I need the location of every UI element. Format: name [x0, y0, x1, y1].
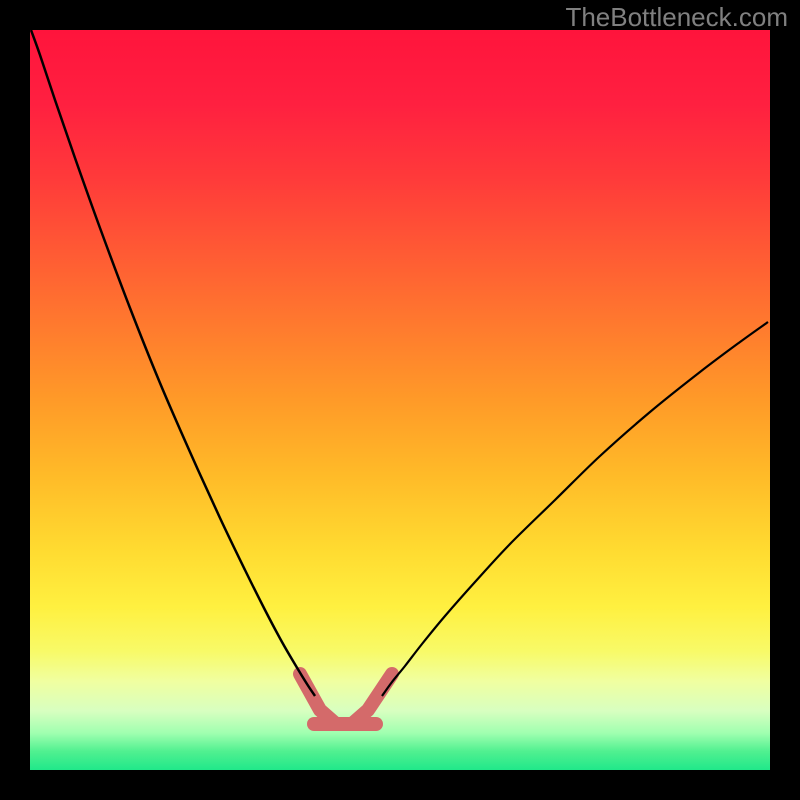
border-right [770, 0, 800, 800]
right-curve [382, 322, 768, 696]
watermark-text: TheBottleneck.com [565, 2, 788, 33]
border-bottom [0, 770, 800, 800]
left-curve [31, 30, 315, 696]
chart-frame: TheBottleneck.com [0, 0, 800, 800]
plot-svg [30, 30, 770, 770]
plot-area [30, 30, 770, 770]
bottleneck-highlight [300, 674, 392, 724]
border-left [0, 0, 30, 800]
